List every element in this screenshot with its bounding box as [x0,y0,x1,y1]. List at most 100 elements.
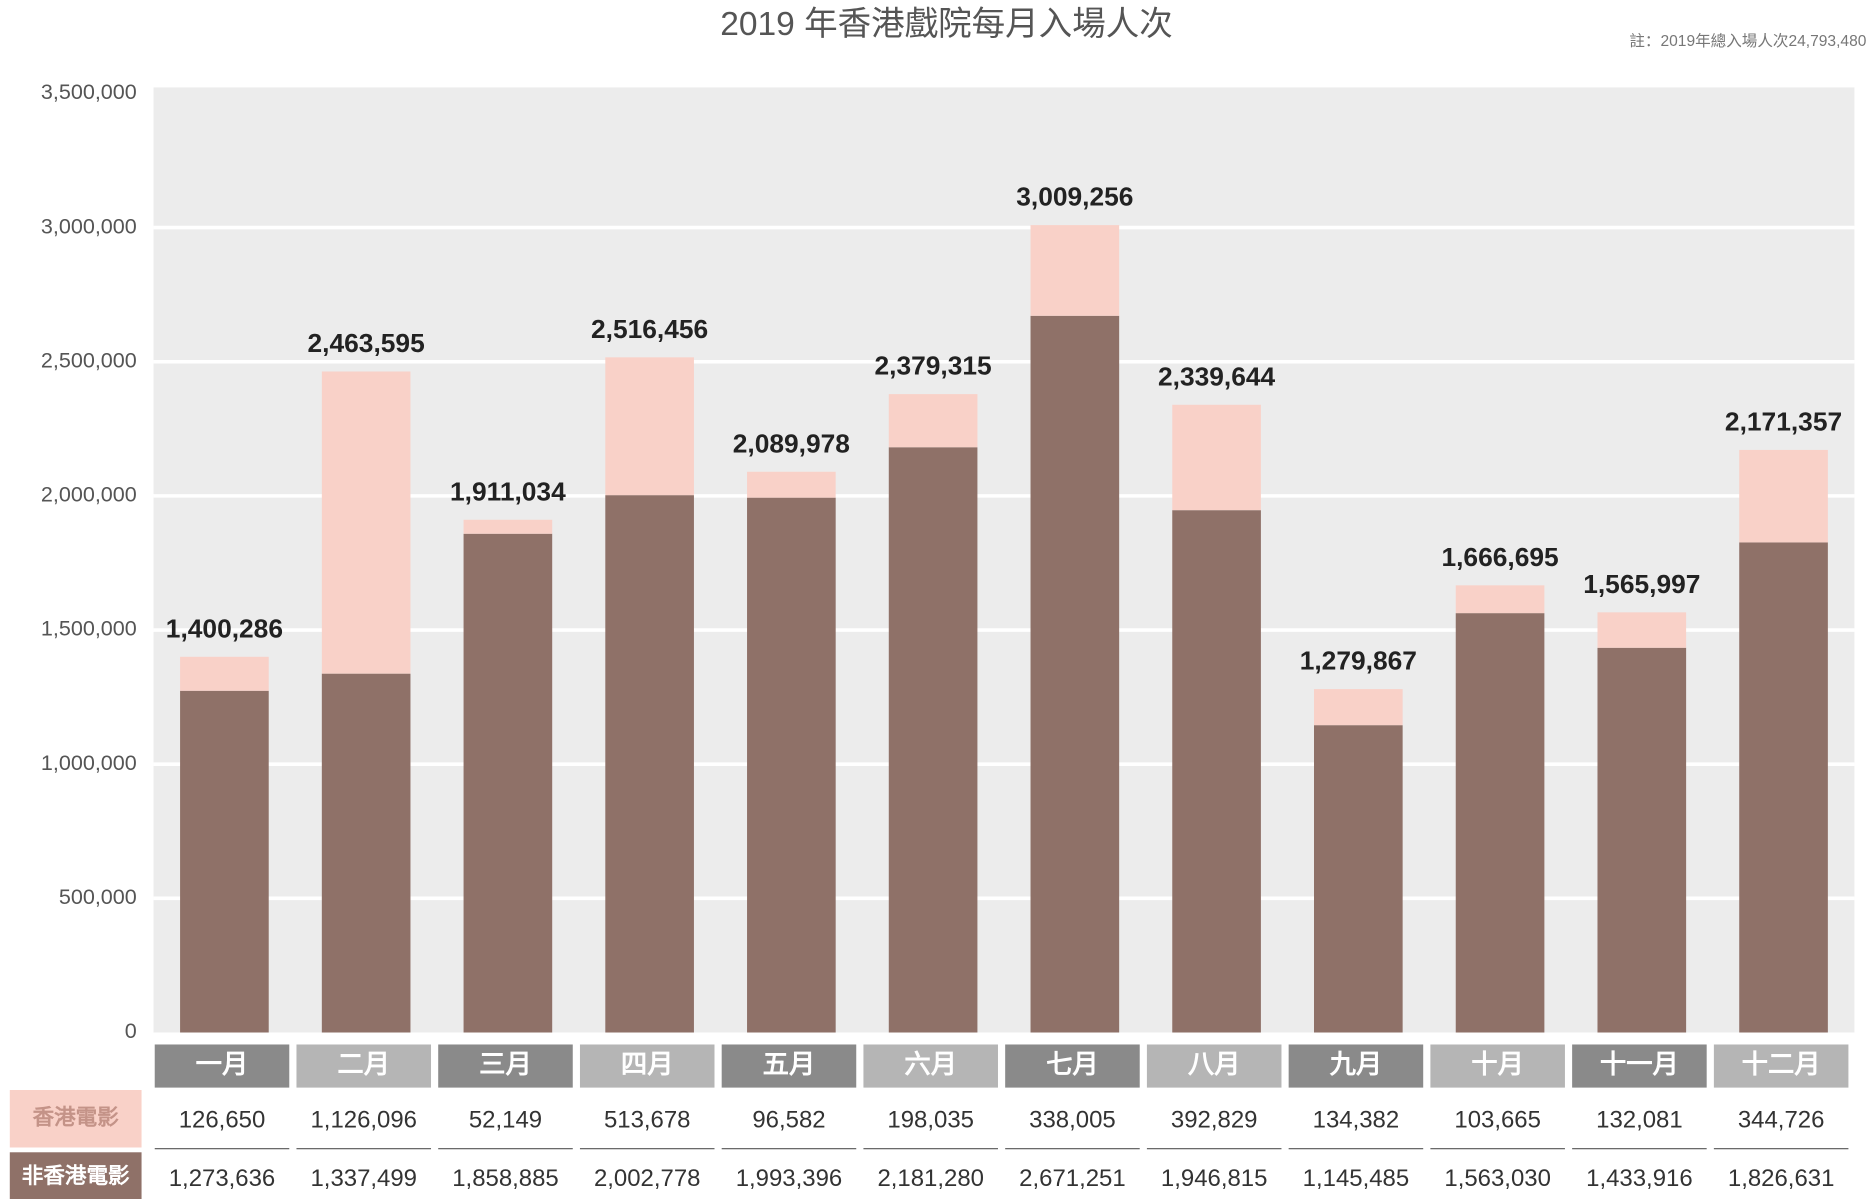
annotation: 註：2019年總入場人次24,793,480 [1629,32,1866,50]
bar-segment [1597,647,1687,1033]
y-tick-label: 3,000,000 [41,213,137,238]
bar-segment [180,656,269,691]
bar-segment [1314,689,1403,726]
total-label: 1,400,286 [166,613,283,643]
bar-segment [888,447,978,1033]
table-value: 1,563,030 [1444,1165,1551,1192]
category-header [863,1044,998,1088]
table-value: 126,650 [179,1106,266,1133]
table-value: 392,829 [1171,1106,1258,1133]
category-header [1713,1044,1849,1088]
x-tick-label: 四月 [621,1049,674,1079]
category-header [1005,1044,1140,1088]
table-value: 344,726 [1738,1106,1825,1133]
table-value: 1,273,636 [169,1165,276,1192]
table-value: 1,337,499 [310,1165,417,1192]
row-header [9,1152,142,1199]
y-tick-label: 3,500,000 [41,79,137,104]
table-value: 513,678 [604,1106,691,1133]
x-tick-label: 五月 [763,1049,816,1079]
table-value: 1,946,815 [1161,1165,1268,1192]
row-label: 非香港電影 [22,1163,130,1188]
y-tick-label: 2,500,000 [41,347,137,372]
category-header [154,1044,290,1088]
table-value: 1,145,485 [1303,1165,1410,1192]
bar-segment [321,371,411,674]
category-header [579,1044,715,1088]
x-tick-label: 十一月 [1600,1049,1679,1079]
bar-segment [1739,449,1828,543]
bar-segment [1030,225,1120,316]
bar-segment [1030,315,1120,1033]
bar-segment [605,357,694,496]
total-label: 1,911,034 [450,476,566,506]
row-label: 香港電影 [33,1104,120,1129]
plot-background [153,87,1855,1033]
table-value: 52,149 [469,1106,542,1133]
category-header [438,1044,573,1088]
table-value: 96,582 [752,1106,825,1133]
bar-segment [463,533,553,1033]
y-tick-label: 1,500,000 [41,616,137,641]
bar-segment [747,497,836,1033]
total-label: 1,279,867 [1300,646,1417,676]
bar-segment [888,394,978,448]
x-tick-label: 七月 [1046,1049,1099,1079]
bar-segment [1455,613,1545,1033]
category-header [1146,1044,1282,1088]
bar-segment [1597,612,1687,648]
bar-segment [1172,510,1261,1033]
total-label: 3,009,256 [1016,182,1133,212]
table-value: 1,993,396 [736,1165,843,1192]
total-label: 2,516,456 [591,314,708,344]
table-value: 2,181,280 [877,1165,984,1192]
bar-segment [747,471,836,498]
x-tick-label: 二月 [337,1049,390,1079]
bar-segment [463,519,553,534]
table-value: 198,035 [887,1106,974,1133]
y-tick-label: 2,000,000 [41,482,137,507]
bar-segment [321,673,411,1033]
bar-segment [180,690,269,1033]
table-value: 103,665 [1454,1106,1541,1133]
bar-segment [1739,542,1828,1033]
y-tick-label: 500,000 [59,884,137,909]
table-value: 1,126,096 [310,1106,417,1133]
x-tick-label: 八月 [1188,1049,1241,1079]
table-value: 134,382 [1313,1106,1400,1133]
total-label: 2,379,315 [875,351,992,381]
x-tick-label: 十二月 [1742,1049,1821,1079]
total-label: 2,171,357 [1725,407,1842,437]
total-label: 2,463,595 [308,328,425,358]
table-value: 2,002,778 [594,1165,701,1192]
category-header [1288,1044,1424,1088]
y-tick-label: 0 [125,1018,137,1043]
total-label: 1,565,997 [1583,569,1700,599]
bar-segment [1172,404,1261,511]
table-value: 338,005 [1029,1106,1116,1133]
x-tick-label: 十月 [1471,1049,1524,1079]
chart-title: 2019 年香港戲院每月入場人次 [720,6,1173,43]
category-header [1430,1044,1565,1088]
table-value: 1,433,916 [1586,1165,1693,1192]
table-value: 132,081 [1596,1106,1683,1133]
total-label: 2,089,978 [733,428,850,458]
category-header [1572,1044,1707,1088]
table-value: 1,826,631 [1728,1165,1835,1192]
total-label: 2,339,644 [1158,361,1276,391]
row-header [9,1090,142,1148]
bar-segment [1314,725,1403,1033]
total-label: 1,666,695 [1441,542,1558,572]
category-header [721,1044,857,1088]
x-tick-label: 三月 [479,1049,532,1079]
bar-segment [1455,585,1545,614]
x-tick-label: 六月 [904,1049,957,1079]
table-value: 2,671,251 [1019,1165,1126,1192]
bar-segment [605,495,694,1033]
x-tick-label: 一月 [196,1049,249,1079]
x-tick-label: 九月 [1329,1049,1383,1079]
table-value: 1,858,885 [452,1165,559,1192]
y-tick-label: 1,000,000 [41,750,137,775]
category-header [296,1044,432,1088]
